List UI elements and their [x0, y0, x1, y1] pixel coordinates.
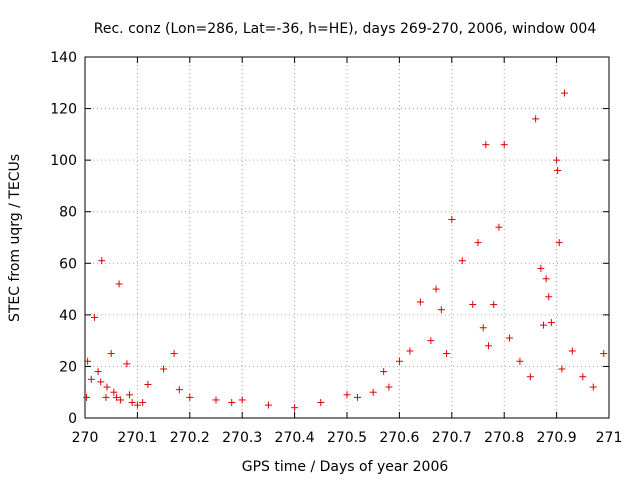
- chart-title: Rec. conz (Lon=286, Lat=-36, h=HE), days…: [94, 21, 597, 37]
- data-point-marker: [506, 335, 513, 342]
- data-point-marker: [543, 275, 550, 282]
- data-point-marker: [579, 373, 586, 380]
- x-tick-label: 270: [72, 430, 99, 446]
- data-point-marker: [116, 280, 123, 287]
- stec-scatter-chart: 270 270.1 270.2 270.3 270.4 270.5 270.6 270.7 27…: [0, 0, 640, 480]
- x-tick-label: 270.5: [327, 430, 367, 446]
- y-tick-label: 0: [68, 411, 77, 427]
- data-point-marker: [490, 301, 497, 308]
- data-point-marker: [569, 347, 576, 354]
- x-tick-label: 270.9: [537, 430, 577, 446]
- data-point-marker: [213, 396, 220, 403]
- data-point-marker: [540, 322, 547, 329]
- data-point-marker: [443, 350, 450, 357]
- data-point-marker: [228, 399, 235, 406]
- tick-labels: 270 270.1 270.2 270.3 270.4 270.5 270.6 270.7 27…: [50, 50, 622, 446]
- data-point-marker: [495, 224, 502, 231]
- data-point-marker: [482, 141, 489, 148]
- y-tick-label: 140: [50, 50, 77, 66]
- x-tick-label: 270.6: [379, 430, 419, 446]
- data-point-marker: [176, 386, 183, 393]
- data-point-marker: [600, 350, 607, 357]
- data-point-marker: [448, 216, 455, 223]
- data-point-marker: [95, 368, 102, 375]
- data-point-marker: [317, 399, 324, 406]
- data-point-marker: [485, 342, 492, 349]
- data-point-marker: [344, 391, 351, 398]
- data-point-marker: [590, 384, 597, 391]
- y-tick-label: 80: [59, 205, 77, 221]
- data-point-marker: [83, 394, 90, 401]
- data-point-marker: [548, 319, 555, 326]
- data-point-marker: [438, 306, 445, 313]
- data-point-marker: [108, 350, 115, 357]
- data-point-marker: [459, 257, 466, 264]
- data-point-marker: [98, 257, 105, 264]
- data-point-marker: [385, 384, 392, 391]
- data-point-marker: [354, 394, 361, 401]
- data-point-marker: [396, 358, 403, 365]
- x-tick-label: 271: [596, 430, 623, 446]
- y-tick-label: 40: [59, 308, 77, 324]
- x-axis-label: GPS time / Days of year 2006: [242, 459, 449, 475]
- data-point-marker: [558, 366, 565, 373]
- y-tick-label: 20: [59, 359, 77, 375]
- data-point-marker: [239, 396, 246, 403]
- data-point-marker: [516, 358, 523, 365]
- data-point-marker: [417, 298, 424, 305]
- data-point-marker: [469, 301, 476, 308]
- x-tick-label: 270.4: [275, 430, 315, 446]
- data-point-marker: [97, 378, 104, 385]
- data-point-marker: [126, 391, 133, 398]
- data-point-marker: [265, 402, 272, 409]
- data-point-marker: [554, 167, 561, 174]
- data-point-marker: [537, 265, 544, 272]
- y-axis-label: STEC from uqrg / TECUs: [7, 154, 23, 322]
- data-point-marker: [380, 368, 387, 375]
- data-point-marker: [406, 347, 413, 354]
- data-point-marker: [91, 314, 98, 321]
- y-tick-label: 100: [50, 153, 77, 169]
- x-tick-label: 270.7: [432, 430, 472, 446]
- data-point-marker: [88, 376, 95, 383]
- data-point-marker: [561, 90, 568, 97]
- x-tick-label: 270.8: [484, 430, 524, 446]
- grid: [85, 57, 609, 418]
- data-point-marker: [102, 394, 109, 401]
- y-tick-label: 120: [50, 102, 77, 118]
- data-point-marker: [553, 157, 560, 164]
- data-point-marker: [144, 381, 151, 388]
- data-points: [83, 90, 607, 412]
- data-point-marker: [171, 350, 178, 357]
- data-point-marker: [104, 384, 111, 391]
- data-point-marker: [532, 115, 539, 122]
- data-point-marker: [545, 293, 552, 300]
- data-point-marker: [527, 373, 534, 380]
- x-tick-label: 270.1: [117, 430, 157, 446]
- data-point-marker: [370, 389, 377, 396]
- data-point-marker: [475, 239, 482, 246]
- y-tick-label: 60: [59, 256, 77, 272]
- data-point-marker: [291, 404, 298, 411]
- x-tick-label: 270.2: [170, 430, 210, 446]
- data-point-marker: [480, 324, 487, 331]
- data-point-marker: [427, 337, 434, 344]
- data-point-marker: [186, 394, 193, 401]
- data-point-marker: [433, 286, 440, 293]
- x-tick-label: 270.3: [222, 430, 262, 446]
- data-point-marker: [501, 141, 508, 148]
